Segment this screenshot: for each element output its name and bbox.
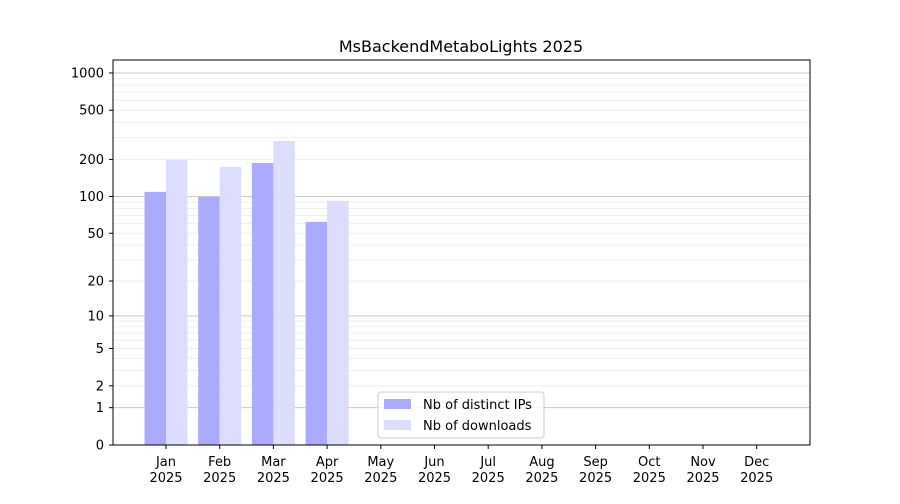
legend: Nb of distinct IPs Nb of downloads — [377, 391, 545, 439]
plot-frame — [112, 59, 811, 446]
x-tick-label: Sep 2025 — [579, 455, 612, 486]
bar-distinct-ips — [144, 191, 166, 445]
x-tick-label: Feb 2025 — [203, 455, 236, 486]
bar-distinct-ips — [198, 197, 220, 445]
y-tick-label: 1000 — [71, 66, 104, 81]
y-tick-label: 50 — [87, 227, 104, 242]
bar-downloads — [273, 140, 295, 445]
chart-title: MsBackendMetaboLights 2025 — [339, 37, 583, 56]
bar-downloads — [166, 159, 188, 446]
x-tick-label: Dec 2025 — [740, 455, 773, 486]
legend-label-ips: Nb of distinct IPs — [423, 398, 532, 413]
y-tick-label: 100 — [79, 190, 104, 205]
legend-swatch-ips — [384, 399, 411, 409]
x-tick-label: Oct 2025 — [633, 455, 666, 486]
x-tick-label: Apr 2025 — [311, 455, 344, 486]
y-tick-label: 5 — [96, 342, 104, 357]
x-tick-label: Nov 2025 — [686, 455, 719, 486]
x-tick-label: Jul 2025 — [472, 455, 505, 486]
x-axis: Jan 2025 Feb 2025 Mar 2025 Apr 2025 May 2025 Jun 20… — [149, 445, 773, 486]
x-tick-label: Jan 2025 — [149, 455, 182, 486]
bar-distinct-ips — [305, 221, 328, 445]
y-tick-label: 1 — [96, 401, 104, 416]
bar-distinct-ips — [251, 163, 274, 445]
y-tick-label: 0 — [96, 439, 104, 454]
y-axis: 0 1 2 5 10 20 50 100 200 500 1000 — [71, 66, 113, 454]
bar-downloads — [219, 166, 242, 445]
bar-downloads — [327, 200, 349, 445]
y-tick-label: 200 — [79, 153, 104, 168]
x-tick-label: May 2025 — [364, 455, 397, 486]
y-tick-label: 20 — [87, 275, 104, 290]
y-tick-label: 2 — [96, 379, 104, 394]
legend-label-downloads: Nb of downloads — [423, 419, 532, 434]
legend-swatch-downloads — [384, 420, 411, 430]
legend-box — [377, 391, 545, 439]
y-tick-label: 500 — [79, 104, 104, 119]
x-tick-label: Aug 2025 — [525, 455, 558, 486]
x-tick-label: Mar 2025 — [257, 455, 290, 486]
y-tick-label: 10 — [87, 309, 104, 324]
x-tick-label: Jun 2025 — [418, 455, 451, 486]
bars — [144, 140, 349, 446]
